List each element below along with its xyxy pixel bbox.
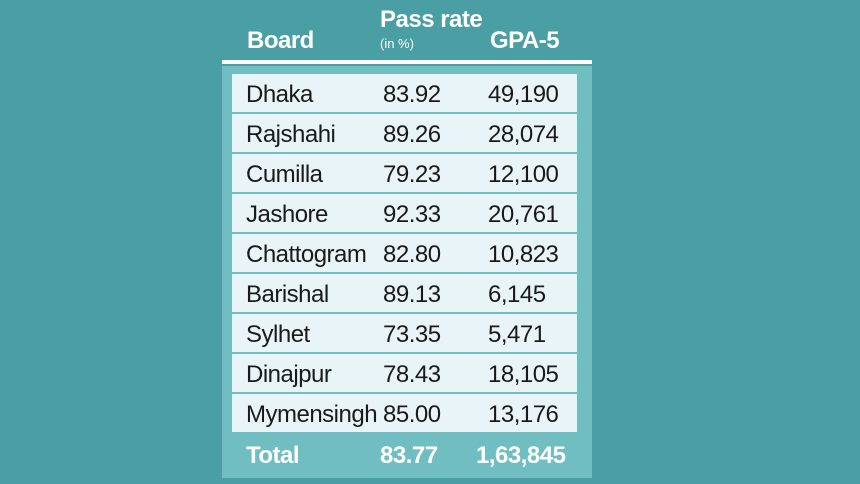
gpa5-cell: 49,190 — [488, 81, 559, 108]
board-cell: Jashore — [246, 201, 328, 228]
table-row: Rajshahi 89.26 28,074 — [232, 114, 577, 152]
table-row: Sylhet 73.35 5,471 — [232, 314, 577, 352]
table-row: Dhaka 83.92 49,190 — [232, 74, 577, 112]
gpa5-cell: 28,074 — [488, 121, 559, 148]
board-cell: Cumilla — [246, 161, 323, 188]
total-label: Total — [246, 442, 300, 469]
pass-rate-cell: 89.13 — [383, 281, 441, 308]
column-header-board: Board — [247, 27, 314, 54]
pass-rate-cell: 82.80 — [383, 241, 441, 268]
table-row: Mymensingh 85.00 13,176 — [232, 394, 577, 432]
pass-rate-cell: 92.33 — [383, 201, 441, 228]
board-cell: Barishal — [246, 281, 329, 308]
total-gpa5: 1,63,845 — [476, 442, 566, 469]
column-header-gpa5: GPA-5 — [490, 27, 560, 54]
table-row: Dinajpur 78.43 18,105 — [232, 354, 577, 392]
gpa5-cell: 18,105 — [488, 361, 559, 388]
board-cell: Sylhet — [246, 321, 310, 348]
gpa5-cell: 10,823 — [488, 241, 559, 268]
board-cell: Mymensingh — [246, 401, 378, 428]
total-row: Total 83.77 1,63,845 — [222, 434, 592, 478]
pass-rate-cell: 83.92 — [383, 81, 441, 108]
total-pass-rate: 83.77 — [380, 442, 438, 469]
board-cell: Rajshahi — [246, 121, 336, 148]
gpa5-cell: 13,176 — [488, 401, 559, 428]
board-cell: Dhaka — [246, 81, 313, 108]
gpa5-cell: 12,100 — [488, 161, 559, 188]
pass-rate-cell: 85.00 — [383, 401, 441, 428]
column-header-pass-rate: Pass rate — [380, 6, 483, 33]
gpa5-cell: 5,471 — [488, 321, 546, 348]
pass-rate-cell: 79.23 — [383, 161, 441, 188]
table-row: Chattogram 82.80 10,823 — [232, 234, 577, 272]
column-header-pass-rate-unit: (in %) — [380, 36, 414, 51]
table-row: Barishal 89.13 6,145 — [232, 274, 577, 312]
table-row: Jashore 92.33 20,761 — [232, 194, 577, 232]
board-cell: Chattogram — [246, 241, 367, 268]
pass-rate-cell: 78.43 — [383, 361, 441, 388]
gpa5-cell: 20,761 — [488, 201, 559, 228]
table-header: Board Pass rate (in %) GPA-5 — [222, 0, 592, 60]
pass-rate-cell: 89.26 — [383, 121, 441, 148]
header-divider — [222, 60, 592, 64]
gpa5-cell: 6,145 — [488, 281, 546, 308]
board-cell: Dinajpur — [246, 361, 332, 388]
pass-rate-cell: 73.35 — [383, 321, 441, 348]
table-body: Dhaka 83.92 49,190 Rajshahi 89.26 28,074 Cumil… — [232, 74, 577, 434]
table-row: Cumilla 79.23 12,100 — [232, 154, 577, 192]
